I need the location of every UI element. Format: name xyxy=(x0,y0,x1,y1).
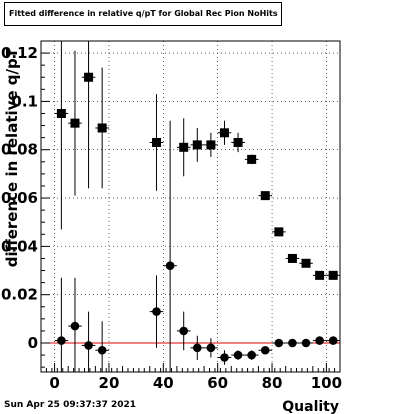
square-marker xyxy=(274,227,284,237)
circle-marker xyxy=(233,350,243,360)
x-tick-label: 20 xyxy=(99,374,120,392)
square-marker xyxy=(219,128,229,138)
axis-ticks: 0 20 40 60 80 100 0 0.02 0.04 0.06 0.08 0.1 0.12 xyxy=(1,40,342,392)
x-tick-label: 100 xyxy=(311,374,342,392)
square-marker xyxy=(260,191,270,201)
error-bars xyxy=(54,41,340,372)
y-tick-label: 0.12 xyxy=(1,44,38,62)
circle-marker xyxy=(84,341,93,350)
square-marker xyxy=(56,108,66,118)
circle-marker xyxy=(301,338,311,348)
square-marker xyxy=(97,123,107,133)
y-axis-label: difference in relative q/pT xyxy=(3,47,21,267)
y-tick-label: 0.04 xyxy=(1,237,38,255)
circle-marker xyxy=(70,321,80,331)
data-markers xyxy=(56,72,338,362)
plot-frame xyxy=(40,40,341,373)
square-marker xyxy=(70,118,80,128)
square-marker xyxy=(233,137,243,147)
square-marker xyxy=(84,72,94,82)
square-marker xyxy=(287,253,297,263)
x-tick-label: 80 xyxy=(262,374,283,392)
circle-marker xyxy=(179,326,189,336)
circle-marker xyxy=(315,336,324,345)
y-tick-label: 0 xyxy=(28,334,38,352)
circle-marker xyxy=(260,345,270,355)
x-tick-label: 40 xyxy=(153,374,174,392)
y-tick-label: 0.08 xyxy=(1,141,38,159)
square-marker xyxy=(247,154,257,164)
timestamp: Sun Apr 25 09:37:37 2021 xyxy=(4,400,137,410)
square-marker xyxy=(301,258,311,268)
circle-marker xyxy=(97,345,107,355)
circle-marker xyxy=(288,338,297,348)
square-marker xyxy=(152,137,162,147)
circle-marker xyxy=(165,261,175,270)
square-marker xyxy=(192,140,202,150)
chart-title: Fitted difference in relative q/pT for G… xyxy=(4,2,282,26)
x-tick-label: 60 xyxy=(207,374,228,392)
circle-marker xyxy=(206,343,216,353)
x-tick-label: 0 xyxy=(49,374,59,392)
y-tick-label: 0.1 xyxy=(11,92,38,110)
circle-marker xyxy=(192,343,202,353)
circle-marker xyxy=(274,338,284,348)
circle-marker xyxy=(247,350,256,360)
circle-marker xyxy=(152,307,161,316)
circle-marker xyxy=(328,336,338,345)
square-marker xyxy=(206,140,216,150)
square-marker xyxy=(328,270,338,280)
circle-marker xyxy=(220,353,229,362)
grid-lines xyxy=(41,41,340,372)
circle-marker xyxy=(57,336,66,345)
x-axis-label: Quality xyxy=(282,399,339,414)
y-tick-label: 0.02 xyxy=(1,286,38,304)
y-tick-label: 0.06 xyxy=(1,189,38,207)
square-marker xyxy=(179,142,189,152)
square-marker xyxy=(315,270,325,280)
